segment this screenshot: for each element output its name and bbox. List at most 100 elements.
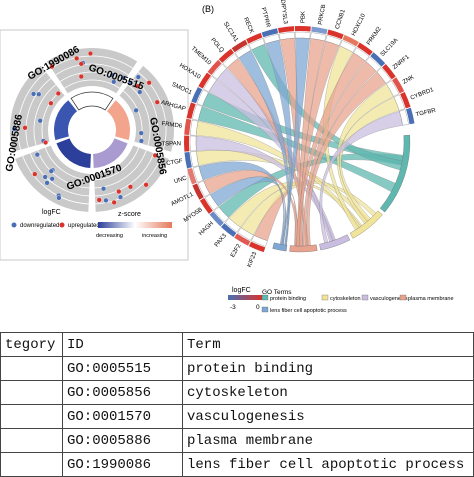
gene-point xyxy=(34,152,40,158)
go-term-swatch xyxy=(261,294,269,301)
grid-ring xyxy=(44,147,90,181)
legend-logfc-title: logFC xyxy=(42,209,61,216)
gene-label: E2F2 xyxy=(230,243,243,259)
gene-label: SLC19A xyxy=(380,37,400,57)
panel-b-chord-diagram xyxy=(183,26,415,253)
gene-logfc-arc xyxy=(248,241,266,253)
cell-id: GO:1990086 xyxy=(62,452,183,477)
zscore-bar xyxy=(70,91,114,111)
gene-point xyxy=(127,80,134,86)
chord-ribbon xyxy=(208,79,336,242)
gene-label: PRKCB xyxy=(318,4,327,25)
cell-category xyxy=(0,428,63,453)
gene-point xyxy=(74,55,80,62)
chord-ribbon xyxy=(319,111,403,244)
panel-a-circos xyxy=(9,47,174,212)
gene-label: TMEM10 xyxy=(190,46,213,67)
gene-logfc-arc xyxy=(187,168,197,185)
gene-label: CTGF xyxy=(166,158,183,167)
gene-label: KIF23 xyxy=(247,251,259,269)
gene-point xyxy=(135,83,141,89)
gene-point xyxy=(146,80,152,86)
gene-logfc-arc xyxy=(342,34,359,47)
header-id: ID xyxy=(62,332,183,357)
panel-b: (B) KIF23E2F2PAX3HAGHMYO5BAMOTL1UNCCTGFT… xyxy=(160,0,453,314)
gene-logfc-arc xyxy=(382,63,396,80)
gene-logfc-arc xyxy=(370,52,386,67)
cell-term: vasculogenesis xyxy=(182,404,474,429)
table-row: GO:0001570 vasculogenesis xyxy=(0,404,474,429)
legend-up-label: upregulated xyxy=(68,223,100,229)
grid-ring xyxy=(17,71,47,150)
cell-category xyxy=(0,452,63,477)
chord-ribbon xyxy=(238,50,290,246)
grid-ring xyxy=(127,84,151,146)
gene-label: FRMD6 xyxy=(161,121,183,130)
gene-point xyxy=(143,182,149,188)
gene-label: TSPAN xyxy=(161,141,181,147)
header-term: Term xyxy=(182,332,474,357)
chord-ribbon xyxy=(210,176,287,245)
gene-point xyxy=(127,184,134,190)
grid-ring xyxy=(94,147,140,181)
cell-term: protein binding xyxy=(182,356,474,381)
go-term-swatch xyxy=(361,294,369,301)
gene-logfc-arc xyxy=(186,102,196,119)
table-header-row: tegory ID Term xyxy=(0,332,474,357)
gene-logfc-arc xyxy=(192,183,204,200)
gene-logfc-arc xyxy=(406,107,415,125)
gene-logfc-arc xyxy=(184,118,192,135)
gene-label: PTPRR xyxy=(260,7,271,29)
gene-logfc-arc xyxy=(221,223,237,238)
gene-logfc-arc xyxy=(191,86,203,104)
table-row: GO:0005856 cytoskeleton xyxy=(0,380,474,405)
grid-ring xyxy=(22,155,89,205)
gene-logfc-arc xyxy=(400,92,411,109)
gene-point xyxy=(116,188,122,195)
cell-id: GO:0005515 xyxy=(62,356,183,381)
go-term-label: protein binding xyxy=(270,296,306,302)
cell-term: lens fiber cell apoptotic process xyxy=(182,452,474,477)
legend-zscore-title: z-score xyxy=(118,211,141,218)
legend-up-marker xyxy=(59,222,65,228)
go-term-arc xyxy=(319,234,351,251)
gene-point xyxy=(154,99,160,105)
gene-point xyxy=(100,186,107,192)
gene-point xyxy=(42,174,48,180)
gene-point xyxy=(48,168,54,174)
gene-logfc-arc xyxy=(199,198,213,214)
gene-point xyxy=(138,130,144,136)
legend-increasing: increasing xyxy=(142,233,167,239)
table-row: GO:1990086 lens fiber cell apoptotic proc… xyxy=(0,452,474,477)
gene-label: PAX3 xyxy=(214,233,228,249)
cell-term: plasma membrane xyxy=(182,428,474,453)
legend-zscore-bar xyxy=(98,222,172,228)
gene-logfc-arc xyxy=(231,39,248,53)
go-term-arc xyxy=(289,244,318,253)
panel-b-label: (B) xyxy=(202,4,214,14)
zscore-bar xyxy=(56,138,91,168)
go-terms-title: GO Terms xyxy=(262,289,292,296)
gene-point xyxy=(32,171,38,177)
gene-point xyxy=(78,73,84,80)
gene-label: RECK xyxy=(242,17,254,35)
gene-point xyxy=(11,126,17,132)
grid-ring xyxy=(137,71,167,150)
chord-ribbon xyxy=(296,52,366,247)
grid-ring xyxy=(64,79,120,89)
grid-ring xyxy=(51,55,133,69)
gene-logfc-arc xyxy=(207,59,222,75)
gene-logfc-arc xyxy=(327,29,344,40)
gene-label: TGFBR xyxy=(415,108,437,119)
gene-logfc-arc xyxy=(184,152,192,169)
legend-decreasing: decreasing xyxy=(96,233,123,239)
cell-id: GO:0005886 xyxy=(62,428,183,453)
gene-point xyxy=(133,107,139,113)
gene-point xyxy=(120,75,126,81)
legend-logfc-bar-b xyxy=(228,295,262,300)
gene-point xyxy=(22,125,28,131)
gene-point xyxy=(103,197,109,203)
cell-category xyxy=(0,356,63,381)
grid-ring xyxy=(55,63,129,76)
legend-down-marker xyxy=(11,222,17,228)
